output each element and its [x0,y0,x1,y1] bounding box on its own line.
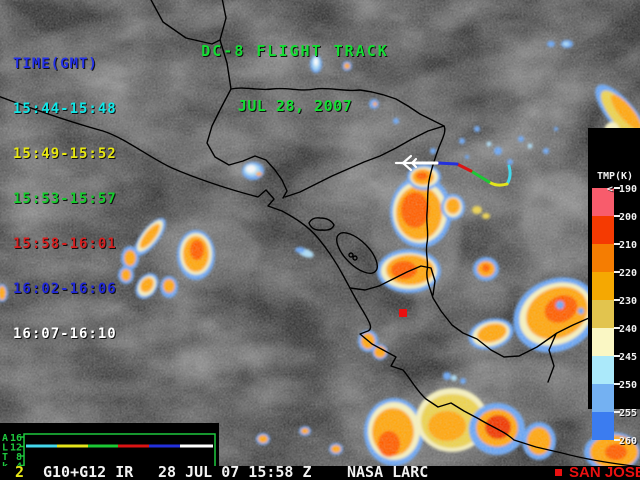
svg-text:< 190: < 190 [607,184,637,195]
ometepe-island [352,255,358,261]
border-honduras-nicaragua [284,125,445,198]
svg-text:245: 245 [619,352,637,363]
sensor-label: G10+G12 IR [43,463,134,480]
border-costarica-panama [547,333,557,383]
lake-nicaragua [336,232,378,274]
svg-text:200: 200 [619,212,637,223]
status-bar: 2 G10+G12 IR 28 JUL 07 15:58 Z NASA LARC… [0,463,640,480]
page-title: DC-8 FLIGHT TRACK [201,42,389,60]
frame-number: 2 [15,463,25,480]
time-legend-entry: 15:49-15:52 [13,146,117,162]
image-datetime: 28 JUL 07 15:58 Z [158,463,312,480]
svg-text:12: 12 [10,443,22,454]
border-nicaragua-costarica [349,265,436,296]
pacific-coastline [0,95,640,468]
track-seg-1544 [505,164,512,186]
flight-track [412,161,512,187]
svg-text:220: 220 [619,268,637,279]
temperature-colorbar-panel: TMP(K) < 190 200 [588,128,640,447]
lake-managua [308,217,335,231]
coastlines-borders [0,0,640,468]
airplane-icon [394,154,418,172]
track-seg-1549 [487,180,509,187]
svg-text:L: L [2,443,8,454]
border-mexico-guatemala [150,0,221,45]
colorbar: TMP(K) < 190 200 [592,171,637,447]
time-legend-entry: 15:44-15:48 [13,101,117,117]
svg-text:210: 210 [619,240,637,251]
svg-text:16: 16 [10,433,22,444]
svg-text:255: 255 [619,408,637,419]
svg-text:8: 8 [16,452,22,463]
time-legend: TIME(GMT) 15:44-15:48 15:49-15:52 15:53-… [13,27,117,372]
svg-text:T: T [2,452,8,463]
track-seg-1558 [455,162,473,173]
svg-text:230: 230 [619,296,637,307]
time-legend-entry: 16:07-16:10 [13,326,117,342]
altitude-plot-frame [23,433,216,480]
title-date: JUL 28, 2007 [237,97,353,115]
caribbean-coastline [230,87,640,358]
svg-text:260: 260 [619,436,637,447]
colorbar-segments [592,188,614,440]
agency-label: NASA LARC [347,463,429,480]
san-jose-legend-swatch [555,469,562,476]
time-legend-header: TIME(GMT) [13,56,98,72]
svg-text:240: 240 [619,324,637,335]
track-seg-1553 [469,169,491,184]
time-legend-entry: 15:53-15:57 [13,191,117,207]
time-legend-entry: 16:02-16:06 [13,281,117,297]
colorbar-title: TMP(K) [597,171,633,182]
colorbar-ticks [614,187,620,441]
san-jose-label: SAN JOSE [569,464,640,480]
title-block: DC-8 FLIGHT TRACK JUL 28, 2007 [150,5,440,152]
svg-text:A: A [2,433,8,444]
san-jose-map-marker [399,309,407,317]
track-seg-1602 [435,161,459,166]
border-honduras-elsalvador [206,88,288,199]
time-legend-entry: 15:58-16:01 [13,236,117,252]
svg-text:250: 250 [619,380,637,391]
ometepe-island [348,252,354,258]
colorbar-tick-labels: < 190 200 210 220 230 240 245 250 255 26… [607,184,637,447]
